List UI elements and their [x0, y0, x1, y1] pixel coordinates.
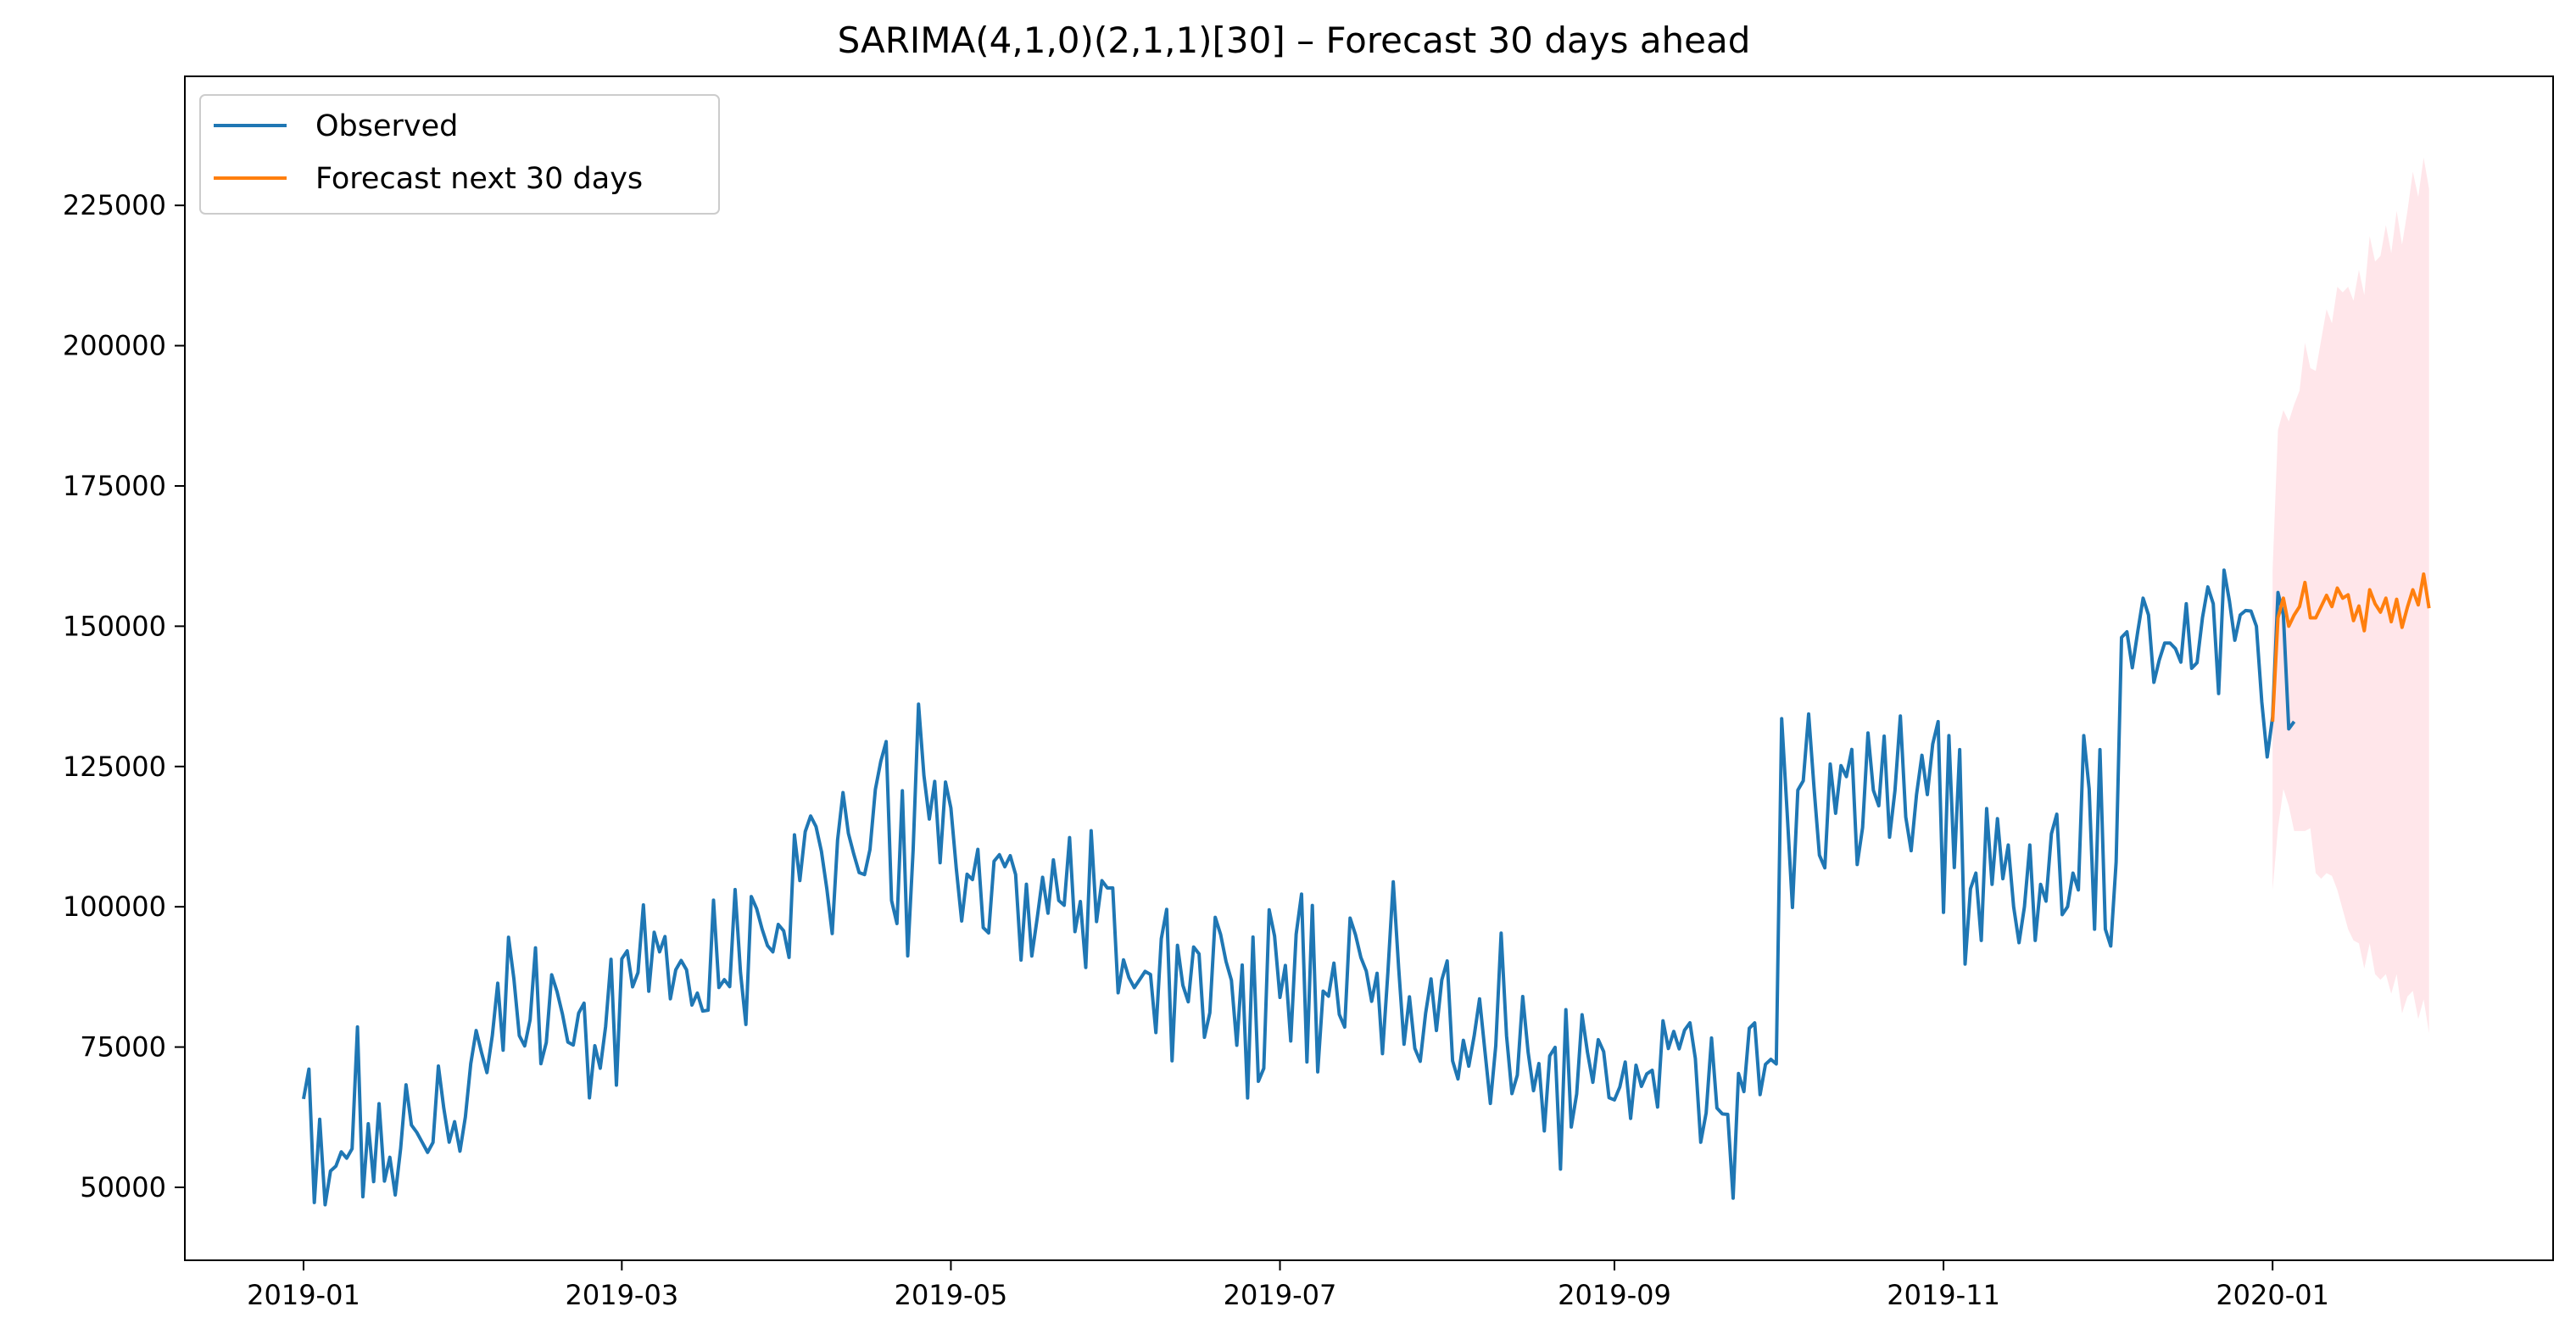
y-tick-label: 225000 — [63, 189, 166, 221]
y-tick-label: 100000 — [63, 891, 166, 923]
x-axis: 2019-01 2019-03 2019-05 2019-07 2019-09 2019-… — [247, 1260, 2329, 1311]
x-tick-label: 2019-01 — [247, 1279, 360, 1311]
y-tick-label: 125000 — [63, 751, 166, 783]
x-tick-label: 2019-05 — [895, 1279, 1008, 1311]
y-tick-label: 50000 — [80, 1171, 166, 1203]
x-tick-label: 2019-07 — [1224, 1279, 1337, 1311]
observed-series-line — [302, 568, 2296, 1207]
y-tick-label: 175000 — [63, 470, 166, 502]
plot-frame — [184, 75, 2554, 1261]
chart-title: SARIMA(4,1,0)(2,1,1)[30] – Forecast 30 d… — [838, 20, 1751, 61]
x-tick-label: 2019-03 — [565, 1279, 678, 1311]
legend-box — [199, 94, 720, 215]
y-axis: 50000 75000 100000 125000 150000 175000 200000… — [63, 189, 185, 1203]
y-tick-label: 200000 — [63, 330, 166, 362]
legend-observed-label: Observed — [315, 109, 458, 143]
y-tick-label: 75000 — [80, 1031, 166, 1064]
forecast-confidence-band — [2272, 157, 2429, 1034]
legend: Observed Forecast next 30 days — [199, 94, 720, 215]
plot-area — [302, 157, 2431, 1207]
x-tick-label: 2019-09 — [1558, 1279, 1671, 1311]
y-tick-label: 150000 — [63, 610, 166, 642]
x-tick-label: 2019-11 — [1887, 1279, 2000, 1311]
x-tick-label: 2020-01 — [2216, 1279, 2329, 1311]
legend-forecast-label: Forecast next 30 days — [315, 162, 643, 196]
forecast-series-line — [2271, 572, 2431, 722]
